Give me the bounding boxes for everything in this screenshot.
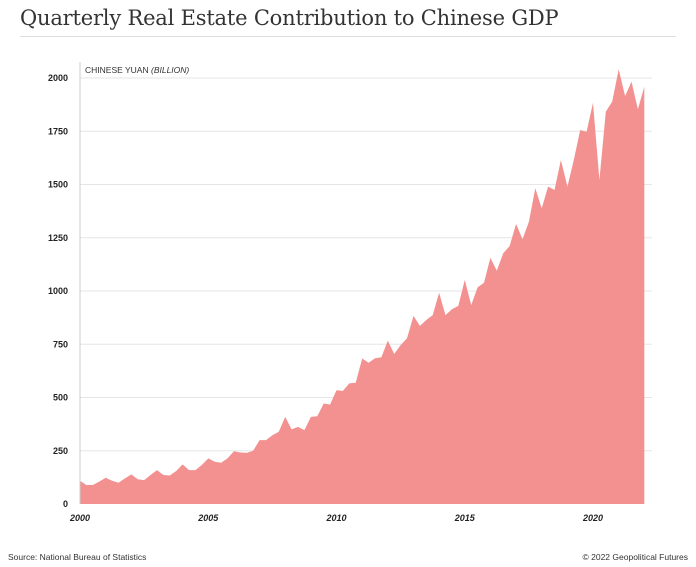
- y-tick-label: 750: [53, 339, 68, 349]
- source-note: Source: National Bureau of Statistics: [8, 552, 147, 562]
- y-tick-label: 0: [63, 499, 68, 509]
- y-axis-label-unit: (BILLION): [151, 65, 189, 75]
- y-tick-label: 1250: [48, 233, 68, 243]
- y-tick-label: 1500: [48, 180, 68, 190]
- x-tick-label: 2015: [454, 513, 476, 523]
- x-tick-label: 2005: [197, 513, 219, 523]
- y-tick-labels: 0 250 500 750 1000 1250 1500 1750 2000: [48, 73, 68, 509]
- y-tick-label: 500: [53, 393, 68, 403]
- y-axis-label-text: CHINESE YUAN: [85, 65, 149, 75]
- y-tick-label: 250: [53, 446, 68, 456]
- x-tick-label: 2000: [69, 513, 90, 523]
- y-tick-label: 2000: [48, 73, 68, 83]
- y-tick-label: 1000: [48, 286, 68, 296]
- y-tick-label: 1750: [48, 126, 68, 136]
- y-axis-label: CHINESE YUAN (BILLION): [85, 65, 189, 75]
- x-tick-label: 2010: [325, 513, 346, 523]
- x-tick-label: 2020: [582, 513, 603, 523]
- area-series: [80, 69, 645, 505]
- chart-title: Quarterly Real Estate Contribution to Ch…: [20, 6, 559, 30]
- copyright-note: © 2022 Geopolitical Futures: [582, 552, 689, 562]
- x-tick-labels: 2000 2005 2010 2015 2020: [69, 513, 603, 523]
- title-divider: [20, 36, 676, 37]
